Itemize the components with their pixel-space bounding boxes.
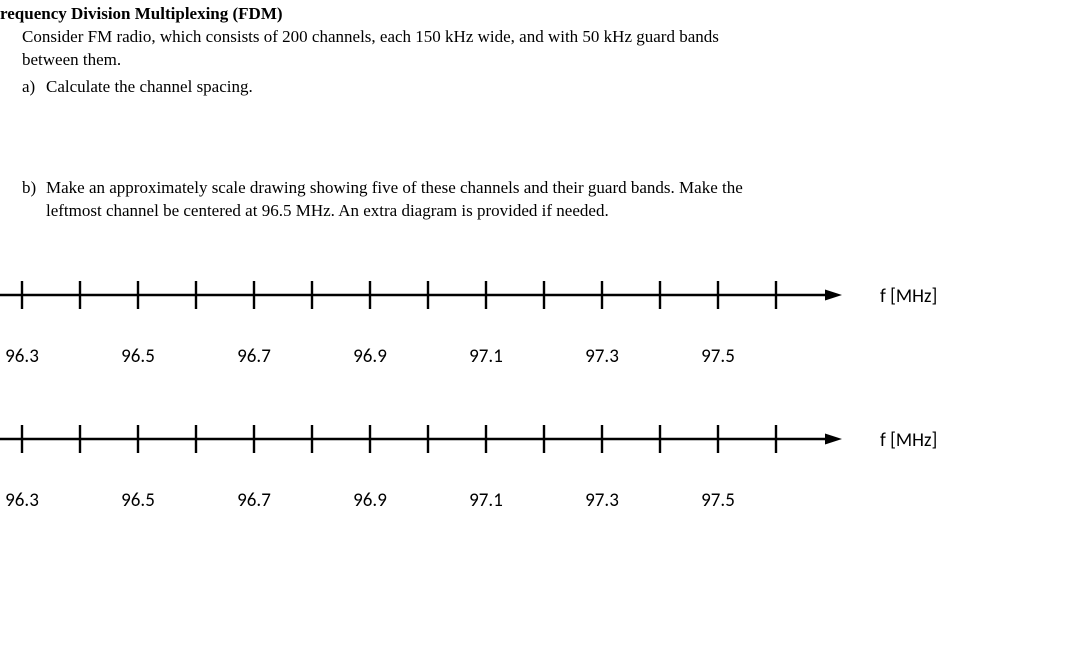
part-a-text: Calculate the channel spacing. — [46, 77, 253, 96]
axis2-unit-label: f [MHz] — [880, 429, 937, 452]
axis2-svg — [0, 415, 870, 463]
tick-label: 96.7 — [237, 489, 271, 512]
main-text-line1: Consider FM radio, which consists of 200… — [22, 27, 719, 46]
part-b: b) Make an approximately scale drawing s… — [0, 177, 1071, 223]
part-b-line1: Make an approximately scale drawing show… — [46, 178, 743, 197]
frequency-axis-2: f [MHz] 96.3 96.5 96.7 96.9 97.1 97.3 97.5 — [0, 415, 1060, 525]
axis1-svg — [0, 271, 870, 319]
axis2-tick-labels: 96.3 96.5 96.7 96.9 97.1 97.3 97.5 — [0, 489, 1060, 513]
part-a: a) Calculate the channel spacing. — [0, 76, 1071, 99]
frequency-axis-1: f [MHz] 96.3 96.5 96.7 96.9 97.1 97.3 97.5 — [0, 271, 1060, 381]
tick-label: 96.5 — [121, 345, 155, 368]
tick-label: 97.5 — [701, 345, 735, 368]
part-a-label: a) — [22, 76, 35, 99]
axis1-unit-label: f [MHz] — [880, 285, 937, 308]
main-text-line2: between them. — [22, 50, 121, 69]
tick-label: 96.7 — [237, 345, 271, 368]
tick-label: 97.1 — [469, 489, 503, 512]
tick-label: 97.3 — [585, 345, 619, 368]
tick-label: 96.9 — [353, 345, 387, 368]
tick-label: 97.5 — [701, 489, 735, 512]
main-question: ) Consider FM radio, which consists of 2… — [0, 26, 1071, 72]
tick-label: 96.3 — [5, 345, 39, 368]
section-heading: requency Division Multiplexing (FDM) — [0, 4, 1071, 24]
part-b-label: b) — [22, 177, 36, 200]
part-b-line2: leftmost channel be centered at 96.5 MHz… — [46, 201, 609, 220]
tick-label: 97.3 — [585, 489, 619, 512]
tick-label: 97.1 — [469, 345, 503, 368]
tick-label: 96.5 — [121, 489, 155, 512]
tick-label: 96.9 — [353, 489, 387, 512]
tick-label: 96.3 — [5, 489, 39, 512]
axis1-tick-labels: 96.3 96.5 96.7 96.9 97.1 97.3 97.5 — [0, 345, 1060, 369]
